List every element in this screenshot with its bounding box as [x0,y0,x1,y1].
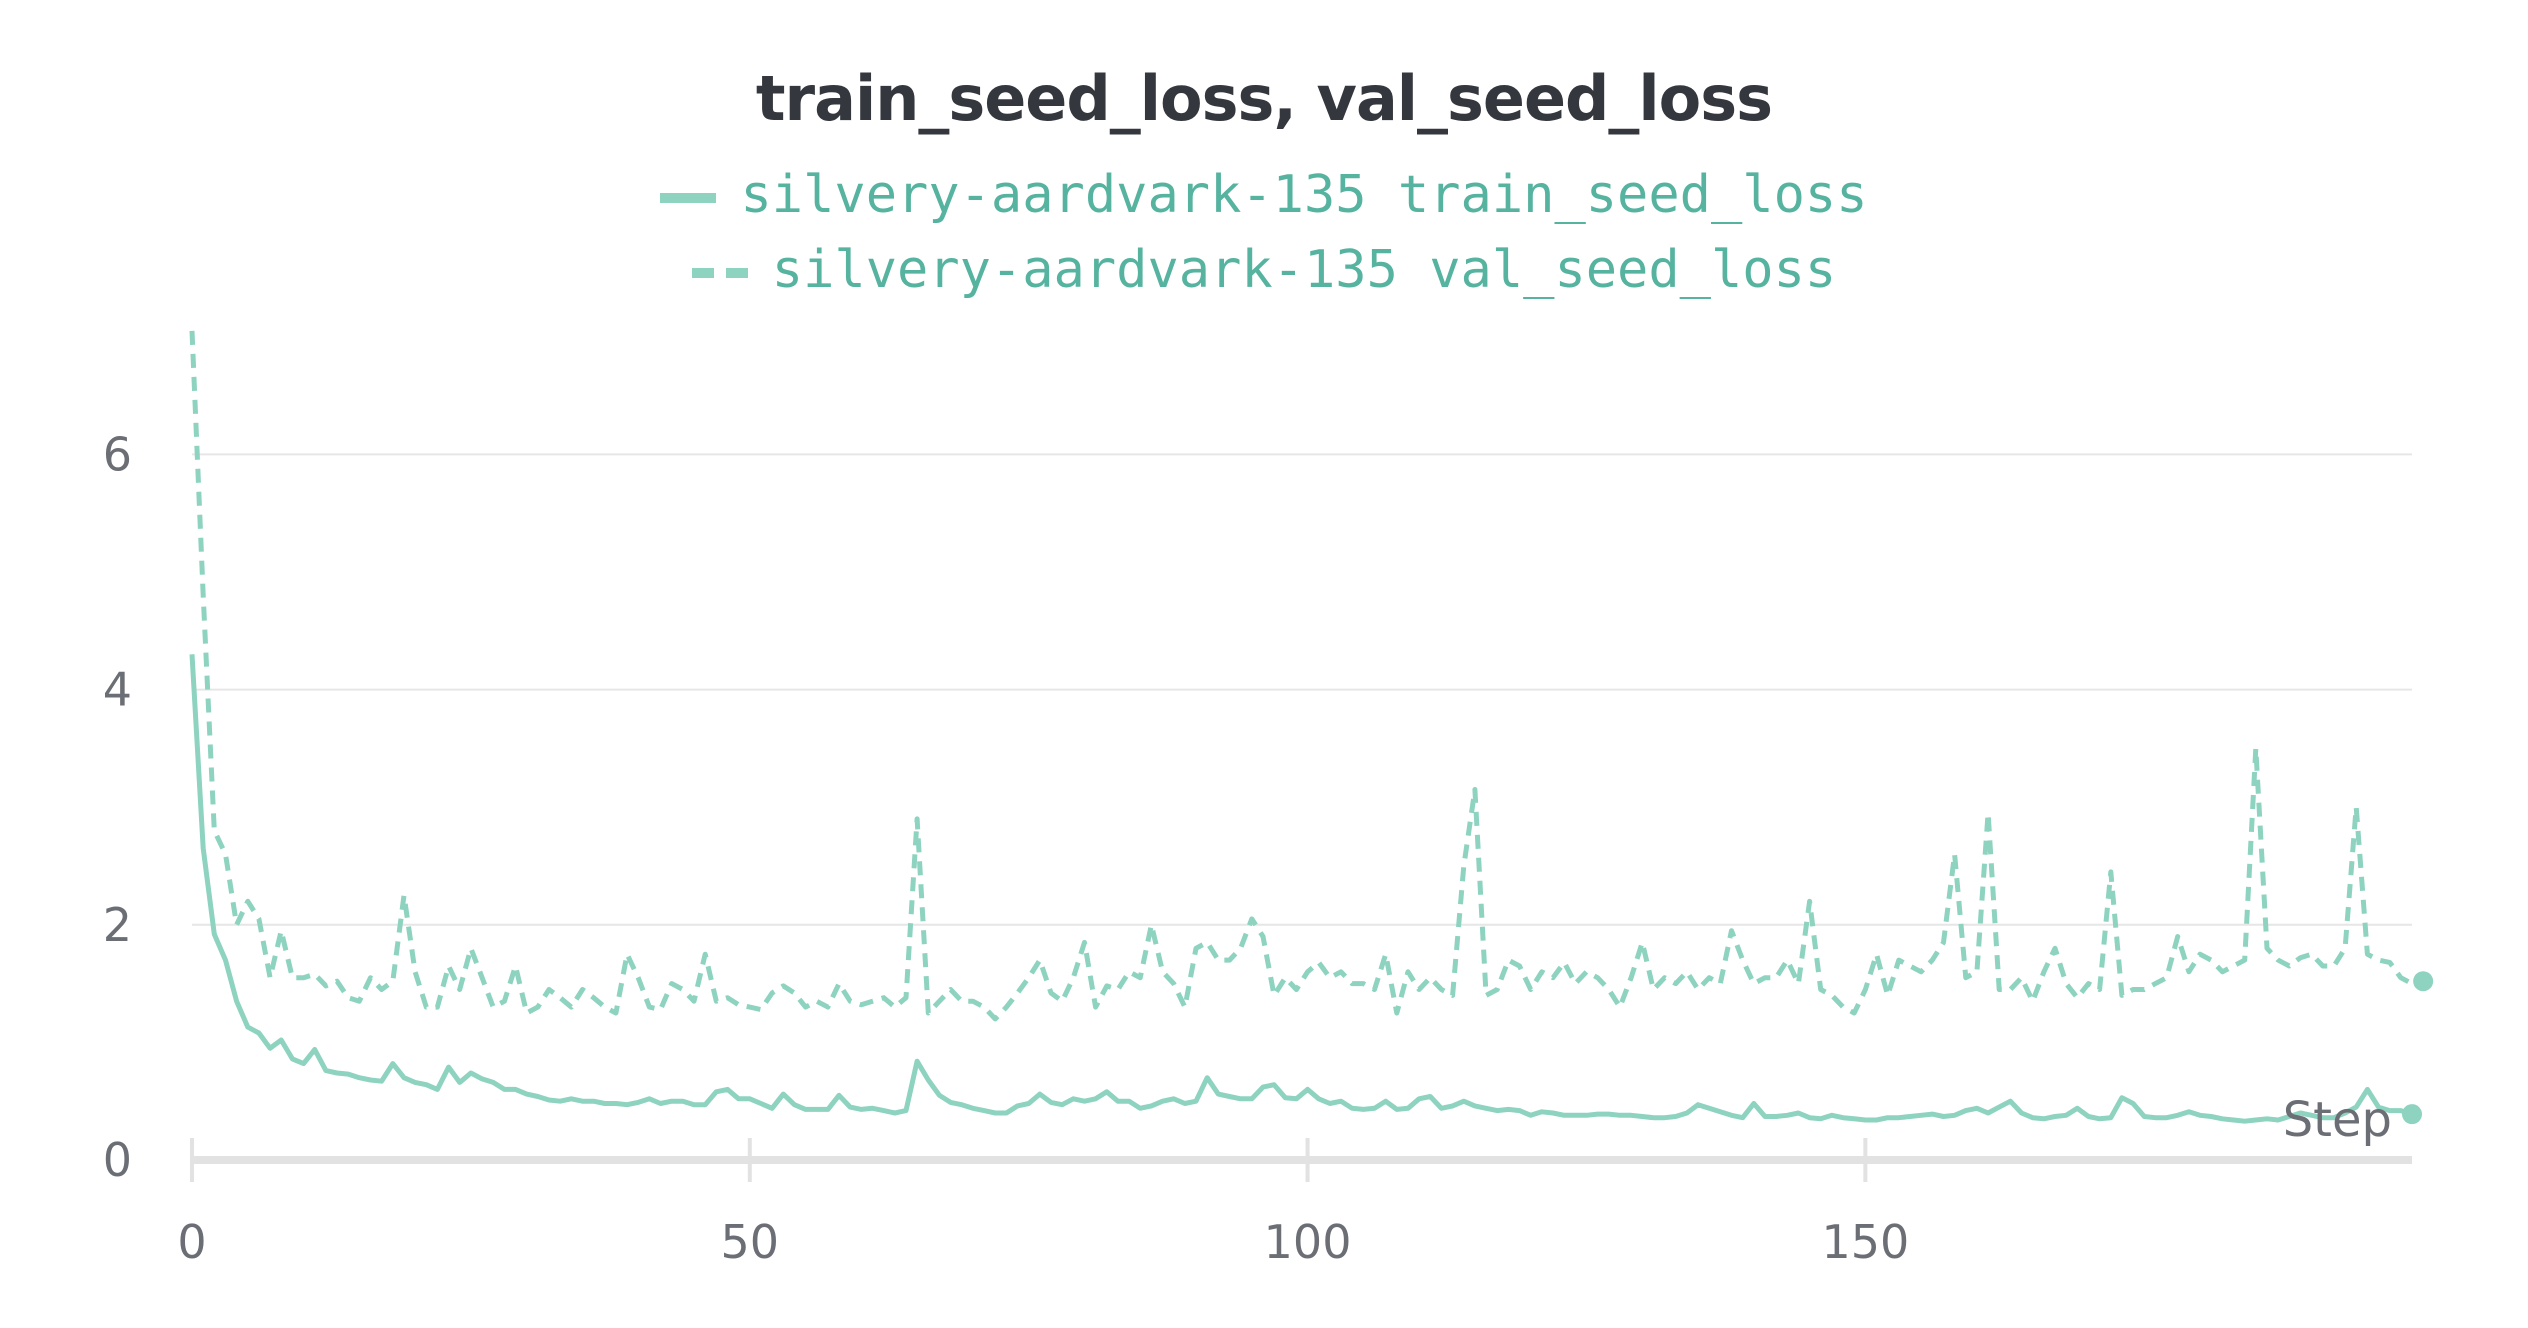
y-tick-label-2: 2 [103,898,132,952]
y-tick-label-6: 6 [103,427,132,481]
chart-title: train_seed_loss, val_seed_loss [755,62,1773,135]
dashed-line-swatch-icon [691,268,748,278]
legend-label-train: silvery-aardvark-135 train_seed_loss [740,165,1868,225]
series-line-0[interactable] [189,654,2413,1124]
x-axis-label: Step [2283,1092,2392,1148]
x-tick-label-0: 0 [177,1215,206,1269]
x-tick-label-150: 150 [1821,1215,1909,1269]
x-tick-label-50: 50 [721,1215,780,1269]
solid-line-swatch-icon [660,193,717,203]
legend-item-train[interactable]: silvery-aardvark-135 train_seed_loss [0,165,2528,225]
series-endpoint-0[interactable] [2402,1104,2422,1125]
y-tick-label-0: 0 [103,1133,132,1187]
series-line-1[interactable] [189,330,2424,1022]
legend-item-val[interactable]: silvery-aardvark-135 val_seed_loss [0,240,2528,300]
series-endpoint-1[interactable] [2413,971,2434,992]
y-tick-label-4: 4 [103,663,132,717]
x-tick-label-100: 100 [1264,1215,1352,1269]
legend-label-val: silvery-aardvark-135 val_seed_loss [771,240,1837,300]
